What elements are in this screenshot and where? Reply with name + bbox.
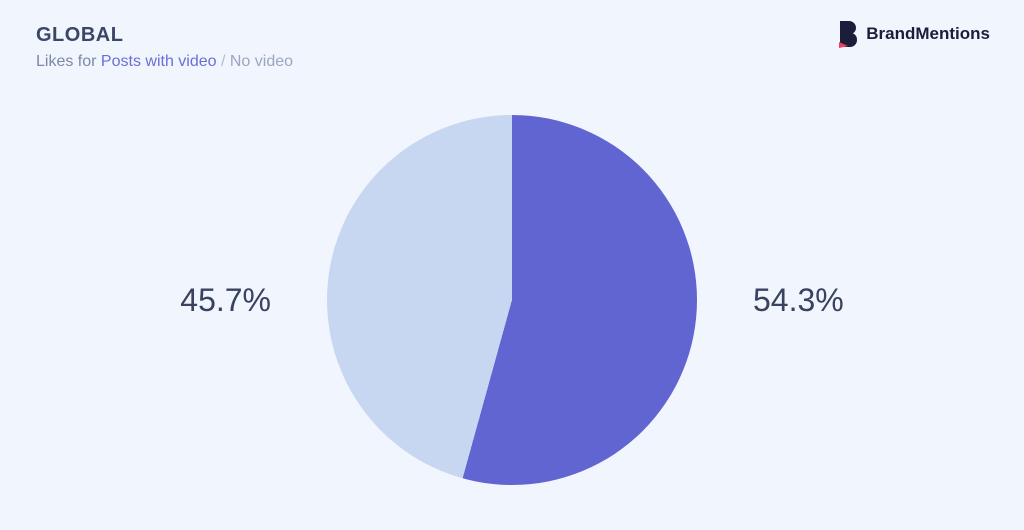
pie-chart-area: 45.7% 54.3% [0, 70, 1024, 530]
brand-icon-glyph [840, 21, 857, 47]
brand-logo: BrandMentions [836, 20, 990, 48]
subtitle-separator: / [217, 53, 230, 70]
slice-label-right: 54.3% [753, 282, 844, 319]
slice-label-left: 45.7% [180, 282, 271, 319]
chart-canvas: GLOBAL Likes for Posts with video / No v… [0, 0, 1024, 530]
brand-icon [836, 20, 860, 48]
subtitle-rest: No video [230, 53, 293, 70]
brand-name: BrandMentions [866, 24, 990, 44]
pie-chart [327, 115, 697, 485]
chart-title: GLOBAL [36, 24, 293, 47]
subtitle-emphasis: Posts with video [101, 53, 217, 70]
chart-subtitle: Likes for Posts with video / No video [36, 53, 293, 71]
pie-chart-row: 45.7% 54.3% [180, 115, 843, 485]
chart-header: GLOBAL Likes for Posts with video / No v… [36, 24, 293, 71]
subtitle-prefix: Likes for [36, 53, 101, 70]
